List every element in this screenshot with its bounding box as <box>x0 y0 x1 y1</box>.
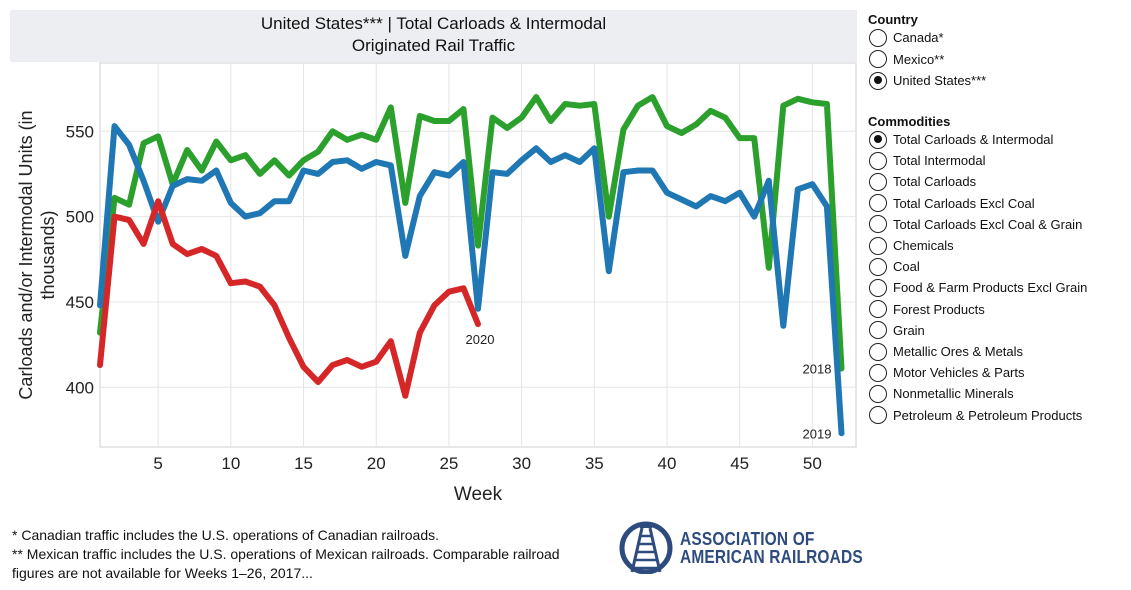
x-axis-label: Week <box>454 484 503 505</box>
country-filter-title: Country <box>868 12 918 27</box>
radio-button-icon[interactable] <box>869 194 887 213</box>
line-chart: 5 10 15 20 25 30 35 40 45 50 400 450 500 550 2020 201… <box>16 62 857 505</box>
country-option[interactable]: United States*** <box>869 71 986 90</box>
country-option-label: United States*** <box>893 73 987 88</box>
gridlines <box>100 63 856 447</box>
series-lines <box>97 94 845 437</box>
commodity-option[interactable]: Motor Vehicles & Parts <box>869 363 1025 382</box>
radio-button-icon[interactable] <box>869 257 887 276</box>
annotation-2020: 2020 <box>466 332 495 347</box>
radio-button-icon[interactable] <box>869 130 887 149</box>
commodity-option[interactable]: Nonmetallic Minerals <box>869 384 1014 403</box>
radio-button-icon[interactable] <box>869 384 887 403</box>
footnote-mexico: ** Mexican traffic includes the U.S. ope… <box>12 546 560 562</box>
radio-button-icon[interactable] <box>869 321 887 340</box>
x-tick-label: 5 <box>153 454 162 473</box>
commodity-option-label: Grain <box>893 322 925 338</box>
commodity-option[interactable]: Forest Products <box>869 300 985 319</box>
commodity-option-label: Total Intermodal <box>893 153 986 169</box>
commodity-option-label: Total Carloads & Intermodal <box>893 132 1054 147</box>
commodities-filter-title: Commodities <box>868 114 951 129</box>
radio-button-icon[interactable] <box>869 363 887 382</box>
commodity-option[interactable]: Petroleum & Petroleum Products <box>869 406 1082 425</box>
radio-button-icon[interactable] <box>869 151 887 170</box>
x-tick-label: 10 <box>221 454 240 473</box>
annotation-2019: 2019 <box>803 426 832 441</box>
footnotes: * Canadian traffic includes the U.S. ope… <box>12 526 612 583</box>
radio-button-icon[interactable] <box>869 406 887 425</box>
footnote-mexico-continued: figures are not available for Weeks 1–26… <box>12 565 313 581</box>
y-tick-label: 450 <box>66 293 94 312</box>
commodity-option[interactable]: Total Carloads Excl Coal <box>869 194 1035 213</box>
y-tick-label: 550 <box>66 122 94 141</box>
radio-button-icon[interactable] <box>869 215 887 234</box>
commodity-option-label: Motor Vehicles & Parts <box>893 365 1025 381</box>
country-option[interactable]: Canada* <box>869 28 944 47</box>
x-tick-label: 15 <box>294 454 313 473</box>
series-annotations: 2020 2018 2019 <box>466 332 832 441</box>
commodity-option-label: Total Carloads <box>893 174 977 190</box>
series-line-2020 <box>97 198 481 399</box>
y-axis-label-line-1: Carloads and/or Intermodal Units (in <box>16 110 36 399</box>
commodity-option-label: Metallic Ores & Metals <box>893 344 1024 359</box>
x-tick-label: 30 <box>512 454 531 473</box>
commodity-option[interactable]: Total Carloads <box>869 172 976 191</box>
footnote-canada: * Canadian traffic includes the U.S. ope… <box>12 527 439 543</box>
y-axis-label: Carloads and/or Intermodal Units (in tho… <box>16 110 58 399</box>
annotation-2018: 2018 <box>803 361 832 376</box>
country-option[interactable]: Mexico** <box>869 50 944 69</box>
commodity-option-label: Food & Farm Products Excl Grain <box>893 280 1088 296</box>
radio-button-icon[interactable] <box>869 71 887 90</box>
commodity-option[interactable]: Total Carloads Excl Coal & Grain <box>869 215 1082 234</box>
radio-button-icon[interactable] <box>869 342 887 361</box>
country-option-label: Canada* <box>893 30 944 45</box>
commodity-option[interactable]: Total Intermodal <box>869 151 986 170</box>
y-tick-label: 400 <box>66 378 94 397</box>
radio-button-icon[interactable] <box>869 300 887 319</box>
chart-title-line-1: United States*** | Total Carloads & Inte… <box>260 14 607 33</box>
commodity-option-label: Total Carloads Excl Coal <box>893 195 1035 211</box>
commodity-option[interactable]: Grain <box>869 321 925 340</box>
radio-button-icon[interactable] <box>869 28 887 47</box>
commodity-option-label: Coal <box>893 259 920 275</box>
x-tick-label: 20 <box>367 454 386 473</box>
radio-button-icon[interactable] <box>869 172 887 191</box>
x-tick-label: 40 <box>658 454 677 473</box>
commodity-option[interactable]: Coal <box>869 257 920 276</box>
commodity-option-label: Nonmetallic Minerals <box>893 386 1014 402</box>
y-axis-label-line-2: thousands) <box>38 210 58 299</box>
chart-title: United States*** | Total Carloads & Inte… <box>10 10 857 62</box>
logo-wordmark: ASSOCIATION OF AMERICAN RAILROADS <box>680 530 863 566</box>
commodity-option[interactable]: Food & Farm Products Excl Grain <box>869 278 1087 297</box>
railroad-track-icon <box>619 521 673 575</box>
y-axis-ticks: 400 450 500 550 <box>66 122 94 397</box>
x-tick-label: 45 <box>730 454 749 473</box>
series-line-2019 <box>97 123 845 437</box>
radio-button-icon[interactable] <box>869 278 887 297</box>
radio-button-icon[interactable] <box>869 236 887 255</box>
logo-text-line-2: AMERICAN RAILROADS <box>680 547 863 567</box>
commodity-option-label: Forest Products <box>893 301 985 317</box>
y-tick-label: 500 <box>66 208 94 227</box>
commodity-option-label: Chemicals <box>893 238 954 253</box>
radio-button-icon[interactable] <box>869 50 887 68</box>
commodity-option-label: Petroleum & Petroleum Products <box>893 407 1083 423</box>
commodity-option[interactable]: Metallic Ores & Metals <box>869 342 1023 361</box>
x-tick-label: 35 <box>585 454 604 473</box>
x-tick-label: 50 <box>803 454 822 473</box>
commodity-option-label: Total Carloads Excl Coal & Grain <box>893 216 1083 232</box>
chart-title-line-2: Originated Rail Traffic <box>351 36 516 55</box>
series-line-2018 <box>97 94 845 372</box>
logo-text-line-1: ASSOCIATION OF <box>680 529 815 549</box>
x-tick-label: 25 <box>439 454 458 473</box>
aar-logo: ASSOCIATION OF AMERICAN RAILROADS <box>618 518 863 578</box>
commodity-option[interactable]: Chemicals <box>869 236 954 255</box>
commodity-option[interactable]: Total Carloads & Intermodal <box>869 130 1053 149</box>
x-axis-ticks: 5 10 15 20 25 30 35 40 45 50 <box>153 454 821 473</box>
country-option-label: Mexico** <box>893 51 945 67</box>
